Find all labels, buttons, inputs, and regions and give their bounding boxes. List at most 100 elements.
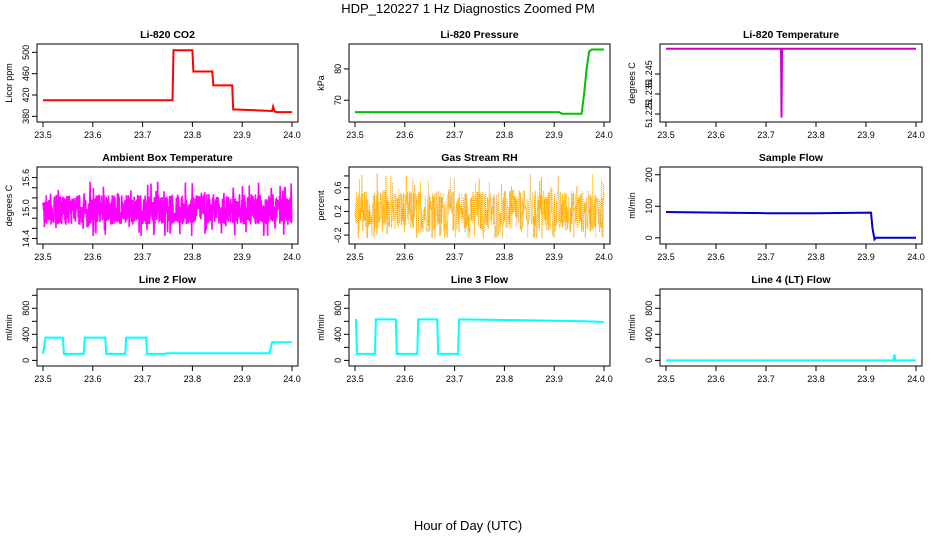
plot-frame: [36, 166, 299, 245]
x-tick-label: 24.0: [907, 130, 925, 140]
y-tick-label: 800: [21, 301, 31, 316]
series-line: [42, 181, 293, 236]
plot-frame: [36, 43, 299, 123]
x-tick-label: 23.8: [807, 374, 825, 384]
series-line: [43, 49, 292, 114]
plot-frame: [36, 288, 299, 367]
y-tick-label: 51.245: [644, 60, 654, 88]
x-tick-label: 23.5: [346, 374, 364, 384]
y-tick-label: 0: [644, 358, 654, 363]
x-tick-label: 24.0: [595, 130, 613, 140]
y-axis-label: percent: [316, 190, 326, 221]
x-tick-label: 24.0: [283, 130, 301, 140]
x-tick-label: 23.6: [84, 130, 102, 140]
y-tick-label: 51.235: [644, 80, 654, 108]
y-axis-label: Licor ppm: [4, 63, 14, 103]
x-tick-label: 23.8: [496, 252, 514, 262]
x-tick-label: 23.9: [233, 130, 251, 140]
x-tick-label: 23.6: [707, 130, 725, 140]
y-tick-label: 800: [644, 301, 654, 316]
panel-title: Li-820 CO2: [140, 29, 195, 41]
x-tick-label: 23.9: [233, 252, 251, 262]
y-tick-label: 80: [333, 64, 343, 74]
x-tick-label: 23.9: [857, 252, 875, 262]
x-tick-label: 23.5: [34, 130, 52, 140]
y-tick-label: 0: [21, 358, 31, 363]
x-tick-label: 23.8: [807, 130, 825, 140]
x-tick-label: 24.0: [283, 252, 301, 262]
y-axis-label: ml/min: [627, 314, 637, 341]
plot-frame: [348, 166, 611, 245]
x-tick-label: 23.8: [496, 374, 514, 384]
y-tick-label: 14.4: [21, 230, 31, 248]
y-tick-label: 500: [21, 45, 31, 60]
panel-title: Li-820 Pressure: [440, 29, 518, 41]
plot-frame: [659, 43, 923, 123]
x-tick-label: 23.9: [545, 374, 563, 384]
x-tick-label: 23.7: [446, 374, 464, 384]
y-tick-label: 460: [21, 66, 31, 81]
y-tick-label: 400: [333, 327, 343, 342]
plot-frame: [659, 166, 923, 245]
x-tick-label: 23.6: [707, 374, 725, 384]
x-tick-label: 23.6: [396, 374, 414, 384]
x-tick-label: 23.8: [184, 374, 202, 384]
x-tick-label: 23.8: [184, 130, 202, 140]
y-tick-label: 70: [333, 95, 343, 105]
panel-title: Li-820 Temperature: [743, 29, 839, 41]
panel-8: Line 3 Flow 23.5 23.6 23.7 23.8 23.9 24.0 0 400 8…: [316, 274, 613, 384]
panel-7: Line 2 Flow 23.5 23.6 23.7 23.8 23.9 24.0 0 400 8…: [4, 274, 301, 384]
panel-6: Sample Flow 23.5 23.6 23.7 23.8 23.9 24.0 0 100 2…: [627, 152, 925, 262]
x-tick-label: 23.7: [446, 252, 464, 262]
x-tick-label: 23.7: [134, 252, 152, 262]
y-tick-label: -0.2: [333, 227, 343, 243]
x-tick-label: 23.9: [545, 130, 563, 140]
panel-1: Li-820 CO2 23.5 23.6 23.7 23.8 23.9 24.0 380 420…: [4, 29, 301, 140]
y-axis-label: ml/min: [4, 314, 14, 341]
x-tick-label: 23.6: [396, 130, 414, 140]
y-axis-label: degrees C: [627, 62, 637, 104]
x-tick-label: 23.5: [657, 374, 675, 384]
y-tick-label: 420: [21, 87, 31, 102]
x-tick-label: 23.7: [757, 374, 775, 384]
plot-frame: [348, 43, 611, 123]
series-line: [665, 211, 916, 242]
panel-title: Line 4 (LT) Flow: [751, 274, 831, 286]
x-tick-label: 23.9: [857, 374, 875, 384]
series-line: [666, 47, 916, 118]
x-tick-label: 23.6: [396, 252, 414, 262]
series-line: [666, 354, 916, 362]
y-tick-label: 380: [21, 109, 31, 124]
series-line: [355, 318, 605, 355]
y-tick-label: 800: [333, 301, 343, 316]
y-axis-label: ml/min: [627, 192, 637, 219]
x-tick-label: 23.7: [757, 252, 775, 262]
x-tick-label: 23.9: [857, 130, 875, 140]
figure-title: HDP_120227 1 Hz Diagnostics Zoomed PM: [341, 1, 595, 16]
plot-frame: [348, 288, 611, 367]
x-tick-label: 24.0: [907, 374, 925, 384]
panel-5: Gas Stream RH 23.5 23.6 23.7 23.8 23.9 24.0 -0.…: [316, 152, 613, 262]
x-tick-label: 23.5: [34, 374, 52, 384]
plot-frame: [659, 288, 923, 367]
y-tick-label: 15.0: [21, 199, 31, 217]
panel-title: Gas Stream RH: [441, 152, 517, 164]
y-tick-label: 15.6: [21, 169, 31, 187]
x-tick-label: 23.5: [346, 252, 364, 262]
x-tick-label: 23.7: [134, 374, 152, 384]
x-tick-label: 23.6: [84, 374, 102, 384]
x-tick-label: 24.0: [595, 374, 613, 384]
series-line: [42, 336, 292, 355]
x-tick-label: 23.9: [233, 374, 251, 384]
x-tick-label: 23.5: [346, 130, 364, 140]
x-tick-label: 24.0: [907, 252, 925, 262]
y-tick-label: 100: [644, 199, 654, 214]
x-tick-label: 23.8: [184, 252, 202, 262]
y-tick-label: 51.225: [644, 100, 654, 128]
series-points: [354, 173, 605, 239]
x-tick-label: 24.0: [283, 374, 301, 384]
x-tick-label: 23.8: [496, 130, 514, 140]
y-tick-label: 200: [644, 167, 654, 182]
y-axis-label: degrees C: [4, 184, 14, 226]
